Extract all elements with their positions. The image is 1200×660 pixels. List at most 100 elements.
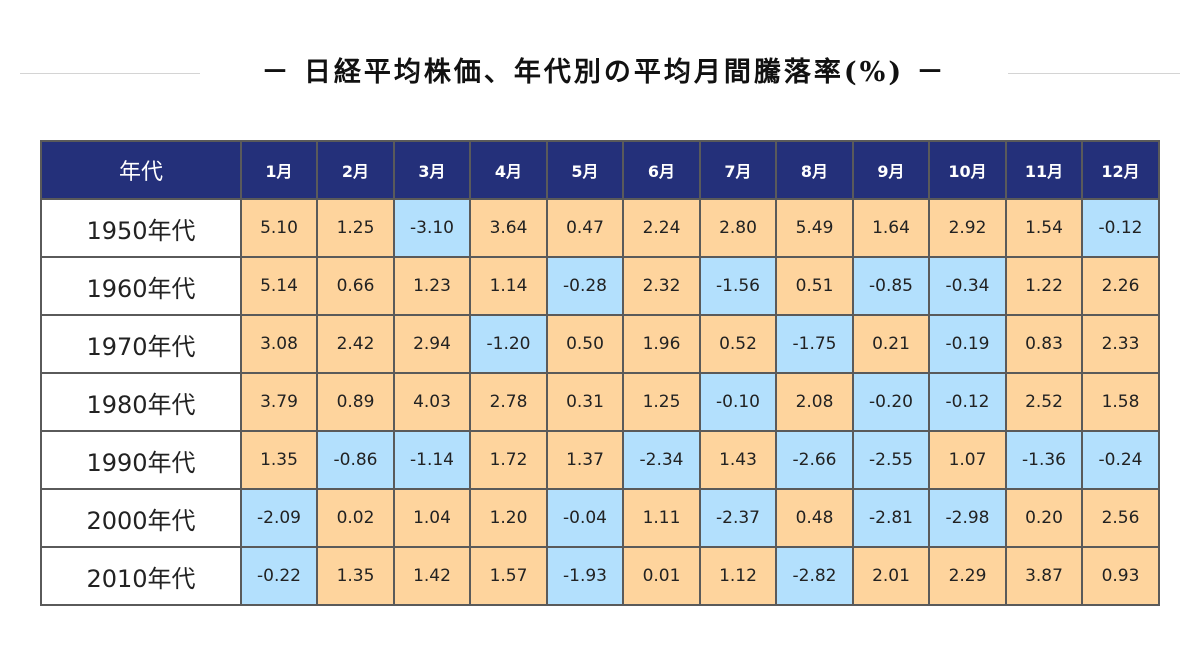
row-label: 1990年代 — [40, 430, 242, 490]
value-cell: 3.08 — [240, 314, 318, 374]
value-cell: 0.47 — [546, 198, 624, 258]
table-row: 1950年代 5.10 1.25 -3.10 3.64 0.47 2.24 2.80 5.49 1… — [40, 198, 1160, 258]
value-cell: -1.36 — [1005, 430, 1083, 490]
value-cell: -1.14 — [393, 430, 471, 490]
value-cell: 1.43 — [699, 430, 777, 490]
value-cell: 2.26 — [1081, 256, 1160, 316]
value-cell: 2.32 — [622, 256, 701, 316]
row-label: 1980年代 — [40, 372, 242, 432]
chart-title: － 日経平均株価、年代別の平均月間騰落率(%) － — [261, 57, 947, 88]
value-cell: -0.85 — [852, 256, 930, 316]
value-cell: 0.01 — [622, 546, 701, 606]
value-cell: 0.52 — [699, 314, 777, 374]
value-cell: 0.66 — [316, 256, 395, 316]
value-cell: 1.54 — [1005, 198, 1083, 258]
header-row: 年代 1月 2月 3月 4月 5月 6月 7月 8月 9月 10月 11月 12月 — [40, 140, 1160, 200]
value-cell: 1.25 — [316, 198, 395, 258]
value-cell: 0.93 — [1081, 546, 1160, 606]
table-row: 2000年代 -2.09 0.02 1.04 1.20 -0.04 1.11 -2.37 0.4… — [40, 488, 1160, 548]
value-cell: -2.55 — [852, 430, 930, 490]
value-cell: 1.20 — [469, 488, 548, 548]
header-month-11: 11月 — [1005, 140, 1083, 200]
value-cell: -0.20 — [852, 372, 930, 432]
value-cell: 2.29 — [928, 546, 1007, 606]
header-month-10: 10月 — [928, 140, 1007, 200]
value-cell: -0.12 — [928, 372, 1007, 432]
value-cell: 1.35 — [240, 430, 318, 490]
value-cell: 3.64 — [469, 198, 548, 258]
value-cell: 2.24 — [622, 198, 701, 258]
value-cell: -1.93 — [546, 546, 624, 606]
value-cell: -2.81 — [852, 488, 930, 548]
title-rule-left — [20, 73, 200, 74]
header-month-1: 1月 — [240, 140, 318, 200]
header-month-5: 5月 — [546, 140, 624, 200]
value-cell: 1.25 — [622, 372, 701, 432]
value-cell: 3.79 — [240, 372, 318, 432]
table-body: 1950年代 5.10 1.25 -3.10 3.64 0.47 2.24 2.80 5.49 1… — [40, 198, 1160, 606]
value-cell: 5.49 — [775, 198, 854, 258]
table-header: 年代 1月 2月 3月 4月 5月 6月 7月 8月 9月 10月 11月 12月 — [40, 140, 1160, 200]
row-label: 1950年代 — [40, 198, 242, 258]
header-month-2: 2月 — [316, 140, 395, 200]
value-cell: 2.42 — [316, 314, 395, 374]
returns-table: 年代 1月 2月 3月 4月 5月 6月 7月 8月 9月 10月 11月 12月 1950年代 5.1… — [40, 140, 1160, 606]
header-month-7: 7月 — [699, 140, 777, 200]
value-cell: 3.87 — [1005, 546, 1083, 606]
header-month-6: 6月 — [622, 140, 701, 200]
value-cell: 1.22 — [1005, 256, 1083, 316]
value-cell: 1.35 — [316, 546, 395, 606]
value-cell: 1.14 — [469, 256, 548, 316]
value-cell: 2.33 — [1081, 314, 1160, 374]
value-cell: 2.78 — [469, 372, 548, 432]
value-cell: -2.82 — [775, 546, 854, 606]
value-cell: -2.98 — [928, 488, 1007, 548]
value-cell: 0.83 — [1005, 314, 1083, 374]
header-month-3: 3月 — [393, 140, 471, 200]
value-cell: -0.28 — [546, 256, 624, 316]
value-cell: -0.12 — [1081, 198, 1160, 258]
value-cell: -1.56 — [699, 256, 777, 316]
value-cell: 0.02 — [316, 488, 395, 548]
value-cell: -2.37 — [699, 488, 777, 548]
value-cell: 2.92 — [928, 198, 1007, 258]
title-rule-right — [1008, 73, 1180, 74]
table-row: 1970年代 3.08 2.42 2.94 -1.20 0.50 1.96 0.52 -1.75… — [40, 314, 1160, 374]
value-cell: 1.96 — [622, 314, 701, 374]
value-cell: 0.20 — [1005, 488, 1083, 548]
value-cell: 1.12 — [699, 546, 777, 606]
value-cell: 0.51 — [775, 256, 854, 316]
value-cell: 0.50 — [546, 314, 624, 374]
value-cell: -0.24 — [1081, 430, 1160, 490]
value-cell: 0.21 — [852, 314, 930, 374]
value-cell: 0.31 — [546, 372, 624, 432]
value-cell: -0.86 — [316, 430, 395, 490]
row-label: 1960年代 — [40, 256, 242, 316]
row-label: 2010年代 — [40, 546, 242, 606]
value-cell: -0.19 — [928, 314, 1007, 374]
value-cell: 0.48 — [775, 488, 854, 548]
value-cell: 1.11 — [622, 488, 701, 548]
value-cell: -2.34 — [622, 430, 701, 490]
value-cell: -2.66 — [775, 430, 854, 490]
value-cell: -1.75 — [775, 314, 854, 374]
table-row: 1990年代 1.35 -0.86 -1.14 1.72 1.37 -2.34 1.43 -2.… — [40, 430, 1160, 490]
title-row: － 日経平均株価、年代別の平均月間騰落率(%) － — [0, 48, 1200, 98]
value-cell: 4.03 — [393, 372, 471, 432]
table-row: 1980年代 3.79 0.89 4.03 2.78 0.31 1.25 -0.10 2.08-… — [40, 372, 1160, 432]
value-cell: 1.23 — [393, 256, 471, 316]
value-cell: -2.09 — [240, 488, 318, 548]
value-cell: 2.56 — [1081, 488, 1160, 548]
table-row: 2010年代 -0.22 1.35 1.42 1.57 -1.93 0.01 1.12 -2.8… — [40, 546, 1160, 606]
header-month-9: 9月 — [852, 140, 930, 200]
value-cell: 5.14 — [240, 256, 318, 316]
value-cell: -1.20 — [469, 314, 548, 374]
value-cell: 1.57 — [469, 546, 548, 606]
value-cell: 1.72 — [469, 430, 548, 490]
value-cell: 2.80 — [699, 198, 777, 258]
value-cell: 2.01 — [852, 546, 930, 606]
value-cell: 1.42 — [393, 546, 471, 606]
header-month-8: 8月 — [775, 140, 854, 200]
header-corner: 年代 — [40, 140, 242, 200]
value-cell: 1.58 — [1081, 372, 1160, 432]
